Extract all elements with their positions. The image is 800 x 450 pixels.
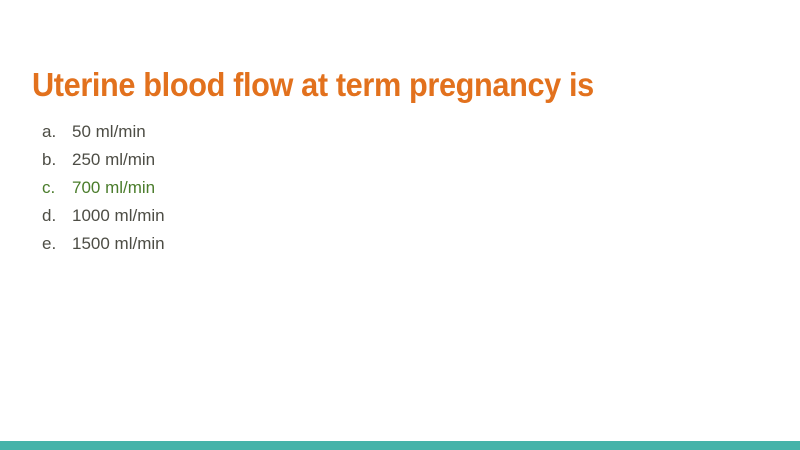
option-text: 700 ml/min: [72, 178, 156, 197]
option-marker: d.: [42, 206, 57, 225]
option-marker: e.: [42, 234, 57, 253]
list-item[interactable]: a. 50 ml/min: [42, 118, 165, 146]
list-item[interactable]: b. 250 ml/min: [42, 146, 165, 174]
list-item[interactable]: e. 1500 ml/min: [42, 230, 165, 258]
list-item[interactable]: d. 1000 ml/min: [42, 202, 165, 230]
option-text: 1000 ml/min: [72, 206, 165, 225]
option-text: 1500 ml/min: [72, 234, 165, 253]
page-title: Uterine blood flow at term pregnancy is: [32, 66, 594, 104]
footer-accent-bar: [0, 441, 800, 450]
option-marker: a.: [42, 122, 57, 141]
option-marker: c.: [42, 178, 56, 197]
option-text: 50 ml/min: [72, 122, 146, 141]
list-item-correct-answer[interactable]: c. 700 ml/min: [42, 174, 165, 202]
option-text: 250 ml/min: [72, 150, 156, 169]
answer-options-list: a. 50 ml/min b. 250 ml/min c. 700 ml/min…: [42, 118, 165, 258]
option-marker: b.: [42, 150, 57, 169]
